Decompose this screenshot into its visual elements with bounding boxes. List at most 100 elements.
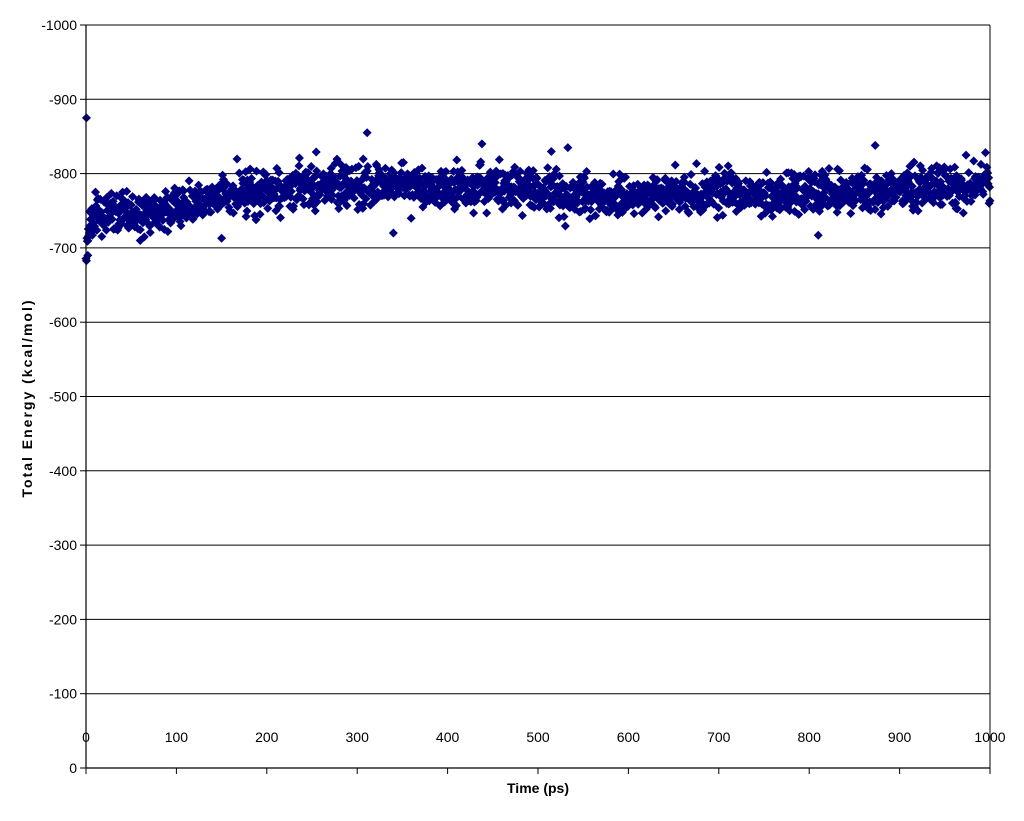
- data-point: [251, 215, 261, 225]
- data-point: [176, 221, 186, 231]
- data-point: [294, 153, 304, 163]
- data-point: [255, 209, 265, 219]
- data-point: [654, 212, 664, 222]
- x-tick-labels: 0 100 200 300 400 500 600 700 800 900 1000: [82, 729, 1006, 745]
- data-point: [417, 163, 427, 173]
- data-point: [363, 161, 373, 171]
- data-point: [92, 225, 102, 235]
- data-point: [126, 200, 136, 210]
- data-point: [978, 189, 988, 199]
- data-point: [786, 196, 796, 206]
- data-point: [398, 157, 408, 167]
- data-point: [691, 183, 701, 193]
- y-tick-label: -200: [49, 611, 77, 627]
- y-tick-label: -500: [49, 389, 77, 405]
- data-point: [859, 175, 869, 185]
- data-point: [810, 170, 820, 180]
- data-point: [513, 200, 523, 210]
- data-point: [582, 167, 592, 177]
- data-point: [928, 198, 938, 208]
- y-tick-label: -300: [49, 537, 77, 553]
- data-point: [714, 162, 724, 172]
- x-tick-label: 1000: [974, 729, 1005, 745]
- data-point: [546, 146, 556, 156]
- data-point: [312, 166, 322, 176]
- y-tick-labels: 0 -100 -200 -300 -400 -500 -600 -700 -800 -900 -10…: [41, 17, 77, 776]
- data-point: [670, 160, 680, 170]
- data-point: [560, 221, 570, 231]
- x-tick-label: 800: [798, 729, 822, 745]
- data-point: [311, 147, 321, 157]
- x-axis-label: Time (ps): [507, 780, 569, 796]
- data-point: [90, 187, 100, 197]
- data-point: [824, 164, 834, 174]
- data-point: [122, 186, 132, 196]
- data-point: [228, 208, 238, 218]
- data-point: [303, 168, 313, 178]
- y-tick-label: -700: [49, 240, 77, 256]
- data-point: [679, 172, 689, 182]
- data-point: [184, 176, 194, 186]
- data-point: [891, 192, 901, 202]
- data-point: [232, 154, 242, 164]
- data-point: [794, 209, 804, 219]
- data-point: [310, 206, 320, 216]
- data-point: [591, 211, 601, 221]
- data-point: [306, 161, 316, 171]
- x-tick-label: 100: [165, 729, 189, 745]
- data-point: [452, 155, 462, 165]
- data-point: [477, 139, 487, 149]
- data-point: [334, 204, 344, 214]
- data-point: [832, 207, 842, 217]
- data-point: [247, 173, 257, 183]
- data-point: [107, 214, 117, 224]
- data-point: [761, 191, 771, 201]
- data-point: [145, 227, 155, 237]
- data-point: [984, 173, 994, 183]
- x-tick-label: 600: [617, 729, 641, 745]
- data-point: [494, 155, 504, 165]
- data-point: [937, 199, 947, 209]
- data-point: [188, 214, 198, 224]
- x-tick-label: 0: [82, 729, 90, 745]
- data-point: [568, 177, 578, 187]
- y-axis-label: Total Energy (kcal/mol): [19, 299, 35, 498]
- data-point: [274, 168, 284, 178]
- data-point: [813, 230, 823, 240]
- data-point: [597, 179, 607, 189]
- data-point: [298, 194, 308, 204]
- data-point: [586, 205, 596, 215]
- y-tick-label: -800: [49, 166, 77, 182]
- x-tick-label: 500: [526, 729, 550, 745]
- data-point: [263, 203, 273, 213]
- data-point: [326, 169, 336, 179]
- data-point: [158, 215, 168, 225]
- data-point: [714, 203, 724, 213]
- data-point: [723, 161, 733, 171]
- x-tick-label: 700: [707, 729, 731, 745]
- data-point: [406, 213, 416, 223]
- data-point: [469, 208, 479, 218]
- y-tick-label: -400: [49, 463, 77, 479]
- data-point: [686, 169, 696, 179]
- data-point: [358, 154, 368, 164]
- data-point: [652, 175, 662, 185]
- data-point: [969, 156, 979, 166]
- y-tick-label: -600: [49, 314, 77, 330]
- data-point: [294, 161, 304, 171]
- data-point: [380, 163, 390, 173]
- data-point: [559, 212, 569, 222]
- data-point: [966, 196, 976, 206]
- data-point: [621, 172, 631, 182]
- data-point: [767, 211, 777, 221]
- data-point: [543, 163, 553, 173]
- data-point: [982, 162, 992, 172]
- axes: [80, 24, 991, 774]
- data-point: [913, 206, 923, 216]
- data-point: [958, 208, 968, 218]
- data-point: [918, 165, 928, 175]
- data-point: [476, 157, 486, 167]
- data-point: [261, 169, 271, 179]
- data-point: [762, 167, 772, 177]
